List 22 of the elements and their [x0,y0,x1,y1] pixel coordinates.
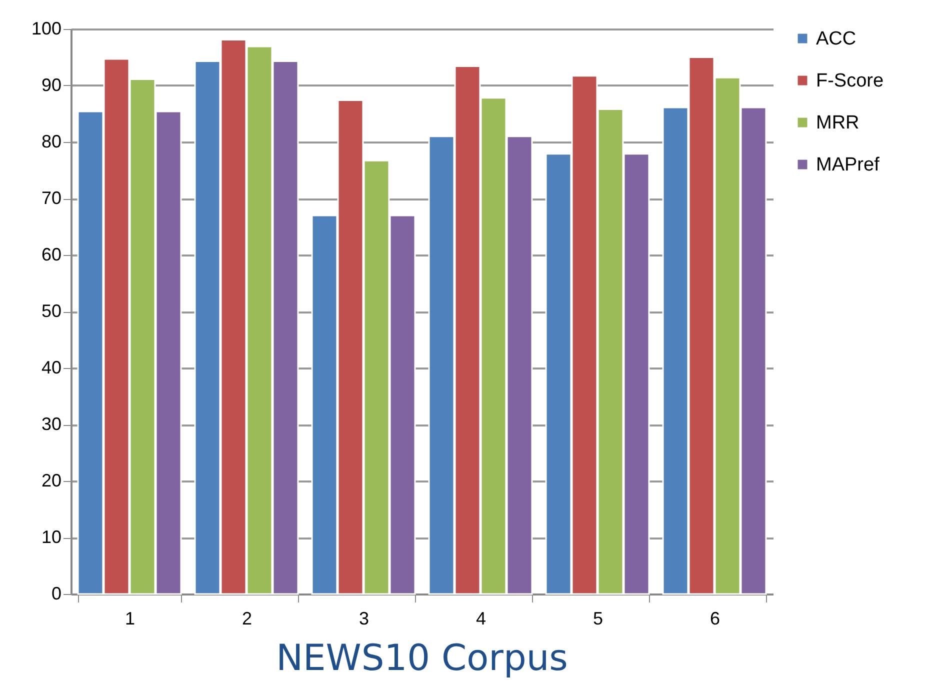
y-tick-label: 60 [41,244,62,264]
legend-label: MAPref [816,154,880,176]
y-tick-label: 70 [41,188,62,208]
y-tick-label: 50 [41,301,62,321]
y-tick-label: 30 [41,414,62,434]
y-tick-label: 80 [41,132,62,152]
x-tick-label: 3 [358,608,370,628]
y-tick-label: 10 [41,527,62,547]
x-tick-label: 4 [476,608,486,628]
y-tick-label: 20 [41,470,62,490]
x-tick-label: 5 [592,608,604,628]
legend-label: MRR [816,112,860,134]
y-tick-label: 90 [41,75,62,95]
x-tick-label: 2 [242,608,252,628]
x-tick-label: 1 [124,608,136,628]
legend-label: F-Score [816,70,884,92]
y-tick-label: 100 [31,18,62,38]
x-tick-label: 6 [710,608,720,628]
y-tick-label: 0 [51,584,62,604]
y-tick-label: 40 [41,358,62,378]
text: NEWS10 Corpus [276,638,568,679]
legend-label: ACC [816,28,856,50]
